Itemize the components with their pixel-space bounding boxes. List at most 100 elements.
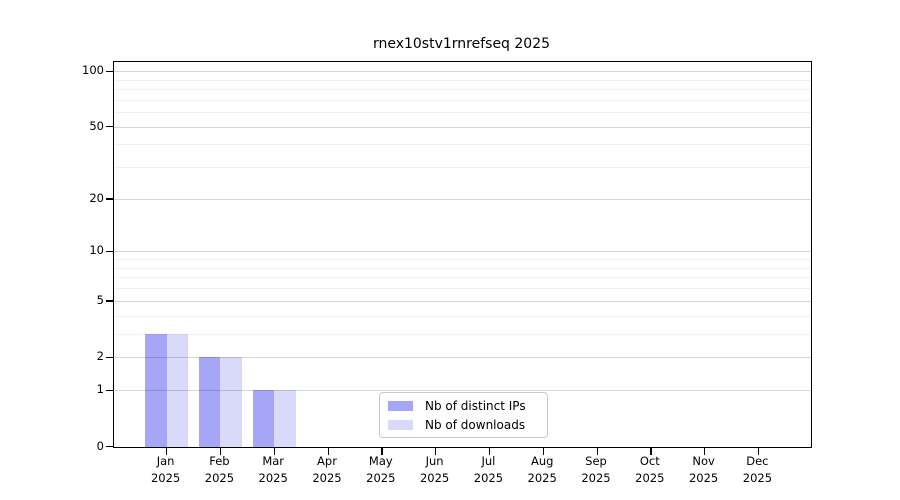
y-axis-tick: [106, 126, 113, 128]
legend-swatch-downloads-icon: [388, 419, 413, 430]
x-axis-year-text: 2025: [688, 471, 719, 486]
x-axis-year-text: 2025: [419, 471, 450, 486]
legend-label-downloads: Nb of downloads: [425, 417, 526, 432]
x-axis-tick-label: Feb 2025: [187, 453, 251, 488]
x-axis-year-text: 2025: [473, 471, 504, 486]
x-axis-year-text: 2025: [581, 471, 611, 486]
x-axis-month-text: Jan: [156, 454, 175, 468]
y-axis-tick: [106, 389, 113, 391]
x-axis-year-text: 2025: [258, 471, 288, 486]
y-axis-tick: [106, 300, 113, 302]
y-axis-tick-label: 2: [96, 349, 104, 364]
legend-entry-distinct-ips: Nb of distinct IPs: [380, 399, 547, 413]
y-axis-tick-label: 50: [89, 118, 104, 133]
gridline-minor: [114, 167, 811, 169]
gridline-minor: [114, 99, 811, 101]
bar-downloads: [220, 357, 242, 447]
gridline-major: [114, 198, 811, 200]
x-axis-year-text: 2025: [366, 471, 396, 486]
x-axis-tick-label: Apr 2025: [295, 453, 359, 488]
x-axis-tick: [381, 447, 383, 455]
gridline-minor: [114, 277, 811, 279]
bar-downloads: [166, 333, 189, 447]
x-axis-tick-label: Oct 2025: [618, 453, 682, 488]
y-axis-tick: [106, 70, 113, 72]
gridline-major: [114, 300, 811, 302]
x-axis-year-text: 2025: [527, 471, 557, 486]
x-axis-tick-label: Nov 2025: [672, 453, 736, 488]
y-axis-labels: 0 1 2 5 10 20 50 100: [0, 61, 104, 452]
x-axis-tick-label: Dec 2025: [725, 453, 789, 488]
bar-distinct-ips: [198, 357, 221, 447]
x-axis-month-text: Jul: [481, 454, 496, 468]
bar-downloads: [274, 390, 296, 447]
x-axis-month-text: Sep: [585, 454, 607, 468]
gridline-minor: [114, 89, 811, 90]
gridline-major: [114, 126, 811, 128]
x-axis-month-text: Feb: [209, 454, 230, 468]
legend-label-distinct-ips: Nb of distinct IPs: [425, 398, 526, 413]
x-axis-tick-label: Jan 2025: [134, 453, 198, 488]
bar-distinct-ips: [145, 333, 167, 447]
bar-distinct-ips: [252, 390, 275, 447]
legend: Nb of distinct IPs Nb of downloads: [379, 392, 548, 438]
x-axis-month-text: Apr: [317, 454, 337, 468]
x-axis-year-text: 2025: [742, 471, 773, 486]
x-axis-labels: Jan 2025 Feb 2025 Mar 2025 Apr 2025 May 2025 Jun 20…: [113, 453, 810, 493]
gridline-major: [114, 251, 811, 253]
y-axis-tick-label: 1: [96, 382, 104, 397]
gridline-minor: [114, 79, 811, 81]
gridline-minor: [114, 315, 811, 317]
y-axis-tick-label: 0: [96, 438, 104, 453]
x-axis-tick-label: Mar 2025: [241, 453, 305, 488]
x-axis-year-text: 2025: [635, 471, 665, 486]
x-axis-tick-label: Jun 2025: [403, 453, 467, 488]
x-axis-month-text: Jun: [425, 454, 444, 468]
x-axis-month-text: Mar: [262, 454, 285, 468]
x-axis-month-text: Oct: [639, 454, 660, 468]
x-axis-tick-label: May 2025: [349, 453, 413, 488]
gridline-minor: [114, 288, 811, 290]
x-axis-tick: [704, 447, 706, 455]
x-axis-month-text: Dec: [746, 454, 769, 468]
plot-area: Nb of distinct IPs Nb of downloads: [106, 61, 812, 455]
x-axis-tick: [542, 447, 544, 455]
x-axis-tick-label: Aug 2025: [510, 453, 574, 488]
x-axis-tick: [166, 447, 168, 455]
x-axis-month-text: May: [368, 454, 393, 468]
legend-swatch-distinct-ips-icon: [388, 400, 413, 411]
y-axis-tick-label: 5: [96, 292, 104, 307]
x-axis-tick: [327, 447, 329, 455]
y-axis-tick: [106, 198, 113, 200]
y-axis-tick-label: 20: [89, 190, 104, 205]
x-axis-tick: [757, 447, 760, 455]
x-axis-tick: [596, 447, 598, 455]
gridline-minor: [114, 144, 811, 146]
gridline-minor: [114, 259, 811, 261]
x-axis-tick: [435, 447, 437, 455]
x-axis-month-text: Nov: [692, 454, 715, 468]
y-axis-tick-label: 10: [89, 243, 104, 258]
x-axis-tick-label: Sep 2025: [564, 453, 628, 488]
x-axis-month-text: Aug: [530, 454, 554, 468]
y-axis-tick: [106, 250, 113, 253]
gridline-major: [114, 390, 811, 392]
gridline-major: [114, 71, 811, 73]
chart-title: rnex10stv1rnrefseq 2025: [372, 36, 551, 52]
x-axis-tick: [273, 447, 275, 455]
x-axis-year-text: 2025: [312, 471, 342, 486]
legend-entry-downloads: Nb of downloads: [380, 418, 547, 432]
gridline-major: [114, 357, 811, 359]
x-axis-tick: [219, 447, 222, 455]
y-axis-tick: [106, 446, 113, 448]
y-axis-tick: [106, 356, 113, 358]
gridline-minor: [114, 112, 811, 114]
x-axis-year-text: 2025: [204, 471, 235, 486]
x-axis-tick: [650, 447, 652, 455]
y-axis-tick-label: 100: [82, 63, 104, 78]
gridline-minor: [114, 333, 811, 335]
x-axis-year-text: 2025: [150, 471, 181, 486]
gridline-minor: [114, 267, 811, 269]
x-axis-tick-label: Jul 2025: [456, 453, 520, 488]
